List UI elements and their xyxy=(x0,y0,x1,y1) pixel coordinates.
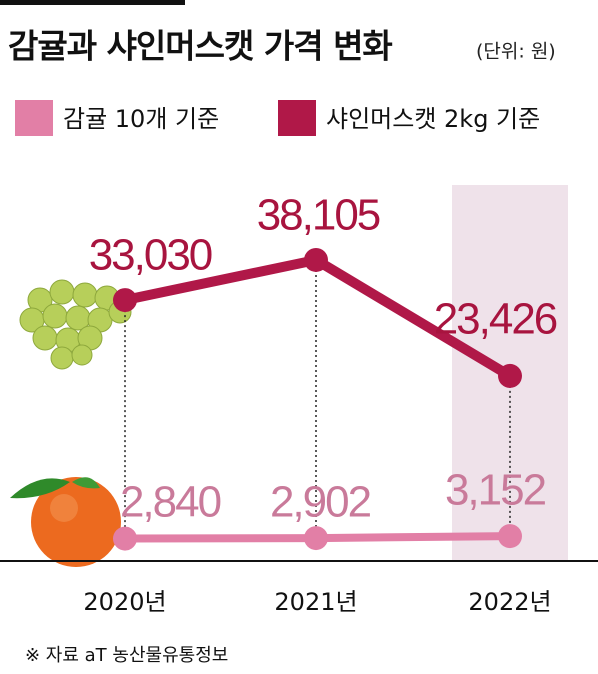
legend-swatch xyxy=(278,100,316,136)
chart-subtitle: (단위: 원) xyxy=(476,41,556,63)
value-label: 2,840 xyxy=(120,478,221,527)
legend-label: 감귤 10개 기준 xyxy=(63,105,219,133)
x-tick-label: 2020년 xyxy=(83,588,166,616)
x-tick-label: 2022년 xyxy=(468,588,551,616)
value-label: 33,030 xyxy=(89,231,212,280)
point xyxy=(498,363,522,388)
value-label: 23,426 xyxy=(434,295,557,344)
top-bar xyxy=(0,0,185,5)
x-tick-label: 2021년 xyxy=(274,588,357,616)
chart-title: 감귤과 샤인머스캣 가격 변화 xyxy=(8,27,392,66)
point xyxy=(498,524,522,549)
legend-swatch xyxy=(15,100,53,136)
point xyxy=(113,526,137,551)
point xyxy=(304,247,328,272)
value-label: 2,902 xyxy=(270,478,371,527)
fruit-icons xyxy=(10,279,132,567)
value-label: 3,152 xyxy=(445,466,546,515)
point xyxy=(113,288,137,313)
legend-label: 샤인머스캣 2kg 기준 xyxy=(326,105,540,133)
source: ※ 자료 aT 농산물유통정보 xyxy=(25,645,228,666)
value-label: 38,105 xyxy=(257,191,380,240)
point xyxy=(304,526,328,551)
